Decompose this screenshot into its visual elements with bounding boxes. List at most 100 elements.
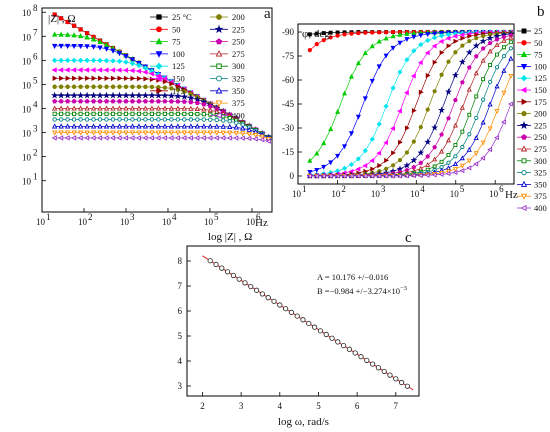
panel-a-data-point: [208, 117, 213, 122]
panel-b-y-tick-label: -75: [282, 51, 294, 61]
panel-b-data-point: [432, 35, 438, 41]
panel-a-data-point: [51, 67, 57, 73]
panel-b-data-point: [501, 54, 507, 59]
panel-a-data-point: [136, 117, 142, 122]
panel-c-data-point: [277, 302, 283, 308]
panel-a-legend-label: 375: [232, 98, 245, 108]
panel-a-data-point: [85, 75, 91, 81]
panel-a-data-point: [136, 62, 142, 69]
panel-a-data-point: [51, 135, 57, 141]
panel-a-data-point: [104, 84, 109, 89]
panel-a-data-point: [104, 111, 109, 116]
panel-a-data-point: [169, 86, 174, 91]
panel-a-data-point: [129, 130, 136, 136]
panel-a-data-point: [110, 117, 116, 122]
panel-a-data-point: [155, 105, 162, 111]
panel-b-data-point: [501, 45, 506, 50]
panel-b-data-point: [452, 169, 458, 175]
panel-a-y-tick-exponent: 8: [33, 3, 38, 13]
panel-a-data-point: [162, 111, 167, 116]
panel-c-data-point: [288, 309, 294, 315]
panel-a-legend-label: 400: [232, 110, 245, 120]
panel-b-data-point: [473, 151, 479, 157]
panel-a-data-point: [168, 105, 175, 111]
panel-c-data-point: [248, 283, 254, 290]
panel-c-data-point: [306, 320, 312, 327]
panel-a-data-point: [128, 91, 137, 99]
panel-a-data-point: [77, 44, 84, 50]
panel-a-legend-label: 225: [232, 24, 245, 34]
panel-a-data-point: [201, 117, 207, 122]
panel-a-data-point: [246, 126, 252, 132]
panel-a-data-point: [233, 130, 239, 136]
panel-c-y-tick-label: 3: [178, 381, 183, 391]
panel-a-data-point: [148, 135, 154, 141]
panel-b-legend-marker: [520, 63, 528, 70]
panel-b-data-point: [383, 140, 389, 146]
panel-b-legend-label: 200: [534, 109, 547, 119]
panel-a-data-point: [117, 75, 123, 81]
panel-b-data-point: [481, 77, 486, 82]
panel-a-data-point: [174, 135, 180, 141]
panel-a-data-point: [240, 131, 246, 137]
panel-b-data-point: [508, 40, 513, 45]
panel-a-data-point: [51, 105, 58, 111]
panel-a-data-point: [52, 117, 57, 122]
panel-a-y-tick-exponent: 7: [33, 27, 38, 37]
panel-b-legend-label: 325: [534, 168, 547, 178]
panel-a-data-point: [77, 57, 84, 64]
panel-c-data-point: [294, 313, 300, 319]
panel-b-series-375: [307, 74, 514, 179]
panel-a-data-point: [116, 123, 123, 129]
panel-a-data-point: [64, 31, 71, 37]
panel-a-data-point: [78, 27, 83, 32]
panel-a-legend-marker: [156, 87, 163, 95]
panel-b-data-point: [474, 35, 479, 41]
panel-a-data-point: [168, 123, 175, 129]
panel-a-x-tick-exponent: 5: [214, 212, 219, 222]
panel-b-data-point: [411, 48, 417, 54]
panel-c-y-tick-label: 6: [178, 306, 183, 316]
panel-a-data-point: [169, 117, 174, 122]
panel-c-data-point: [230, 272, 236, 279]
panel-b-x-ticks: 10 1 10 2 10 3 10 4 10 5 10 6: [292, 180, 504, 199]
panel-b-data-point: [376, 64, 382, 70]
panel-b-data-point: [432, 156, 438, 162]
panel-b-series-line: [309, 31, 511, 173]
panel-a-legend-marker: [216, 63, 222, 69]
panel-a-data-point: [78, 75, 84, 81]
panel-a-data-point: [154, 91, 162, 99]
panel-a-y-tick-label: 10: [22, 80, 32, 90]
panel-a-data-point: [51, 43, 58, 49]
panel-b-data-point: [369, 173, 375, 179]
panel-a-data-point: [123, 84, 129, 89]
panel-b-x-tick-label: 10: [292, 189, 302, 199]
panel-b-data-point: [473, 53, 479, 59]
panel-b-data-point: [467, 33, 473, 39]
panel-a-data-point: [91, 84, 96, 89]
panel-b-x-tick-label: 10: [489, 189, 499, 199]
panel-b-data-point: [362, 148, 368, 154]
panel-a-x-tick-label: 10: [78, 217, 88, 227]
panel-b-data-point: [362, 163, 368, 169]
panel-b-data-point: [494, 109, 500, 115]
panel-a-data-point: [58, 130, 64, 136]
panel-a-data-point: [90, 67, 96, 73]
panel-a-x-tick-exponent: 3: [130, 212, 135, 222]
panel-b-data-point: [390, 85, 396, 91]
panel-b-data-point: [501, 37, 507, 43]
panel-c-letter: c: [405, 230, 412, 246]
panel-b-data-point: [459, 32, 465, 38]
panel-b-data-point: [460, 43, 465, 48]
panel-b-data-point: [487, 40, 493, 46]
panel-a-data-point: [58, 84, 64, 89]
panel-a-data-point: [155, 135, 161, 141]
panel-b-y-tick-label: -90: [282, 27, 294, 37]
panel-c-x-tick-label: 3: [239, 401, 244, 411]
panel-a-legend-label: 25 °C: [172, 12, 192, 22]
panel-a-data-point: [71, 32, 77, 38]
panel-a-data-point: [104, 75, 110, 81]
panel-b-data-point: [328, 160, 334, 166]
panel-a-data-point: [71, 135, 77, 141]
panel-b-data-point: [446, 160, 451, 165]
